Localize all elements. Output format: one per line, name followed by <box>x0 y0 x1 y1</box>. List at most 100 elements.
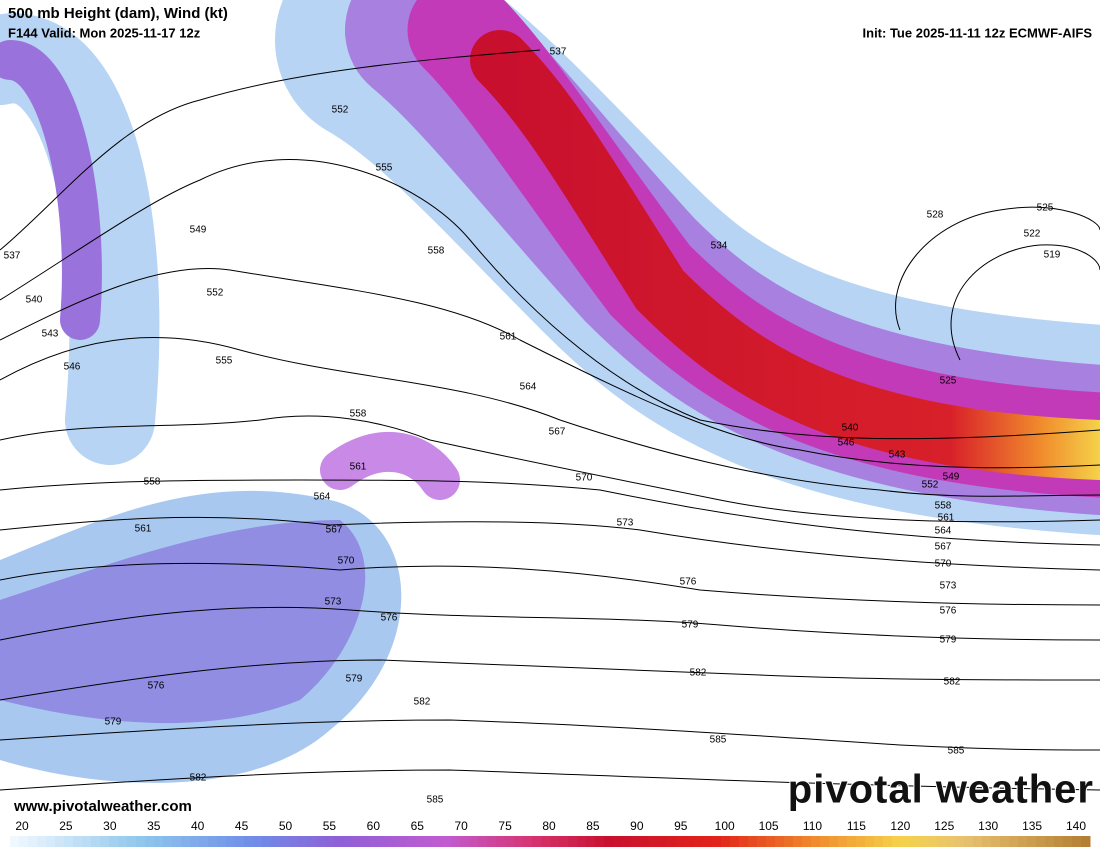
colorbar-swatch <box>487 836 497 847</box>
contour-label: 573 <box>617 518 634 529</box>
colorbar-swatch <box>829 836 839 847</box>
colorbar-swatch <box>856 836 866 847</box>
colorbar-label: 135 <box>1022 819 1042 833</box>
contour-label: 564 <box>935 526 952 537</box>
colorbar-label: 90 <box>630 819 644 833</box>
colorbar-swatch <box>253 836 263 847</box>
colorbar-swatch <box>1054 836 1064 847</box>
contour-label: 555 <box>216 356 233 367</box>
colorbar-swatch <box>406 836 416 847</box>
colorbar-label: 105 <box>759 819 779 833</box>
colorbar-swatch <box>874 836 884 847</box>
contour-label: 567 <box>935 542 952 553</box>
contour-label: 525 <box>1037 203 1054 214</box>
colorbar-swatch <box>163 836 173 847</box>
colorbar-swatch <box>541 836 551 847</box>
contour-label: 561 <box>938 513 955 524</box>
contour-label: 543 <box>889 450 906 461</box>
colorbar-label: 115 <box>847 819 866 833</box>
contour-label: 576 <box>940 606 957 617</box>
contour-label: 546 <box>64 362 81 373</box>
contour-label: 567 <box>326 525 343 536</box>
colorbar-swatch <box>217 836 227 847</box>
colorbar-label: 50 <box>279 819 293 833</box>
colorbar-swatch <box>1000 836 1010 847</box>
contour-label: 564 <box>314 492 331 503</box>
colorbar-swatch <box>496 836 506 847</box>
wind-shading <box>0 0 1100 783</box>
colorbar-swatch <box>757 836 767 847</box>
colorbar-swatch <box>262 836 272 847</box>
colorbar-swatch <box>658 836 668 847</box>
colorbar-swatch <box>721 836 731 847</box>
colorbar-swatch <box>1018 836 1028 847</box>
colorbar-label: 20 <box>15 819 29 833</box>
colorbar-swatch <box>190 836 200 847</box>
contour-label: 585 <box>710 735 727 746</box>
colorbar-swatch <box>244 836 254 847</box>
contour-label: 573 <box>325 597 342 608</box>
contour-label: 552 <box>922 480 939 491</box>
colorbar-swatch <box>442 836 452 847</box>
contour-label: 582 <box>414 697 431 708</box>
colorbar-label: 80 <box>542 819 556 833</box>
colorbar-swatch <box>451 836 461 847</box>
contour-label: 579 <box>940 635 957 646</box>
colorbar-swatch <box>73 836 83 847</box>
colorbar-swatch <box>811 836 821 847</box>
colorbar-label: 45 <box>235 819 249 833</box>
colorbar-label: 75 <box>498 819 512 833</box>
colorbar-swatch <box>955 836 965 847</box>
contour-label: 558 <box>935 501 952 512</box>
contour-label: 582 <box>190 773 207 784</box>
valid-time: F144 Valid: Mon 2025-11-17 12z <box>8 25 201 40</box>
colorbar-label: 140 <box>1066 819 1086 833</box>
colorbar-swatch <box>586 836 596 847</box>
contour-label: 579 <box>682 620 699 631</box>
contour-label: 552 <box>332 105 349 116</box>
colorbar-swatch <box>865 836 875 847</box>
colorbar-label: 40 <box>191 819 205 833</box>
colorbar-swatch <box>649 836 659 847</box>
colorbar-swatch <box>991 836 1001 847</box>
colorbar-swatch <box>1036 836 1046 847</box>
contour-label: 570 <box>935 559 952 570</box>
contour-label: 537 <box>550 47 567 58</box>
colorbar-swatch <box>640 836 650 847</box>
colorbar-swatch <box>505 836 515 847</box>
contour-label: 561 <box>350 462 367 473</box>
colorbar-swatch <box>226 836 236 847</box>
contour-label: 558 <box>428 246 445 257</box>
colorbar-swatch <box>838 836 848 847</box>
colorbar-swatch <box>685 836 695 847</box>
colorbar-label: 25 <box>59 819 73 833</box>
contour-label: 546 <box>838 438 855 449</box>
colorbar-swatch <box>784 836 794 847</box>
colorbar-swatch <box>982 836 992 847</box>
colorbar-swatch <box>145 836 155 847</box>
colorbar-swatch <box>379 836 389 847</box>
colorbar-label: 130 <box>978 819 998 833</box>
colorbar-swatch <box>694 836 704 847</box>
colorbar-swatch <box>352 836 362 847</box>
colorbar-swatch <box>109 836 119 847</box>
colorbar-swatch <box>28 836 38 847</box>
colorbar-swatch <box>964 836 974 847</box>
contour-label: 558 <box>144 477 161 488</box>
colorbar-swatch <box>766 836 776 847</box>
map-title: 500 mb Height (dam), Wind (kt) <box>8 5 228 22</box>
colorbar-swatch <box>730 836 740 847</box>
colorbar-swatch <box>469 836 479 847</box>
colorbar-swatch <box>82 836 92 847</box>
contour-line <box>0 479 1100 546</box>
contour-label: 582 <box>944 677 961 688</box>
colorbar-swatch <box>325 836 335 847</box>
colorbar-swatch <box>892 836 902 847</box>
colorbar-swatch <box>172 836 182 847</box>
init-time: Init: Tue 2025-11-11 12z ECMWF-AIFS <box>863 25 1093 40</box>
contour-line <box>0 267 1100 469</box>
contour-label: 525 <box>940 376 957 387</box>
colorbar-swatch <box>334 836 344 847</box>
colorbar-swatch <box>415 836 425 847</box>
colorbar-swatch <box>10 836 20 847</box>
